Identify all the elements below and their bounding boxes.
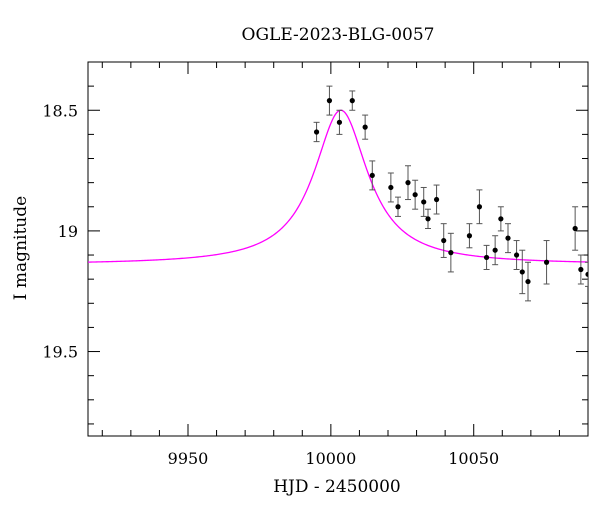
x-axis-label: HJD - 2450000 [273,477,401,497]
y-tick-label: 19.5 [42,343,78,362]
data-point [326,98,333,104]
model-curve [88,109,588,263]
data-point [525,278,531,285]
y-axis-label: I magnitude [11,196,31,300]
data-point [395,204,401,210]
data-points [313,85,588,302]
data-point [505,235,511,241]
data-point [388,184,394,191]
data-point [585,271,588,277]
data-point [466,233,473,239]
x-tick-label: 9950 [168,449,209,468]
x-tick-label: 10000 [305,449,356,468]
data-point [412,192,418,198]
data-point [441,237,447,244]
tick-labels: 9950 10000 10050 18.5 19 19.5 [42,101,499,468]
data-point [483,254,490,261]
data-point [421,199,427,205]
data-point [476,204,483,210]
data-point [336,119,343,125]
data-point [543,259,550,265]
data-point [349,98,355,104]
data-point [498,216,504,222]
y-tick-label: 19 [58,222,78,241]
plot-frame [87,61,589,437]
data-point [405,180,411,186]
data-point [369,172,375,179]
data-point [513,252,520,258]
axis-ticks [88,61,589,436]
data-point [313,129,320,135]
chart-title: OGLE-2023-BLG-0057 [242,25,435,45]
data-point [572,225,578,232]
data-point [519,269,525,275]
data-point [433,196,440,203]
data-point [448,250,454,256]
data-point [425,216,431,222]
x-tick-label: 10050 [448,449,499,468]
data-point [492,247,498,253]
y-tick-label: 18.5 [42,101,78,120]
data-point [362,124,368,130]
data-point [578,266,584,273]
